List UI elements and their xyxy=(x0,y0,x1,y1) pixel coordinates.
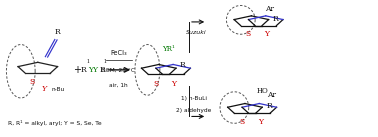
Text: YY: YY xyxy=(88,66,98,74)
Text: HO: HO xyxy=(257,87,269,95)
Text: 1) n-BuLi: 1) n-BuLi xyxy=(181,96,206,101)
Text: Y: Y xyxy=(42,85,47,93)
Text: S: S xyxy=(29,78,35,86)
Text: 2) aldehyde: 2) aldehyde xyxy=(176,109,211,113)
Text: Ar: Ar xyxy=(265,5,274,13)
Text: Y: Y xyxy=(258,118,263,126)
Text: R: R xyxy=(99,66,105,74)
Text: YR¹: YR¹ xyxy=(163,45,175,53)
Text: +: + xyxy=(73,65,82,75)
Text: S: S xyxy=(153,80,159,88)
Text: R: R xyxy=(54,28,60,35)
Text: 1: 1 xyxy=(87,59,90,64)
Text: air, 1h: air, 1h xyxy=(109,83,128,88)
Text: Y: Y xyxy=(170,80,176,88)
Text: FeCl₃: FeCl₃ xyxy=(110,50,127,56)
Text: n-Bu: n-Bu xyxy=(51,87,64,92)
Text: R, R¹ = alkyl, aryl; Y = S, Se, Te: R, R¹ = alkyl, aryl; Y = S, Se, Te xyxy=(8,120,102,126)
Text: Suzuki: Suzuki xyxy=(186,30,206,35)
Text: Y: Y xyxy=(264,30,270,38)
Text: R: R xyxy=(267,102,273,110)
Text: R: R xyxy=(81,66,86,74)
Text: 1: 1 xyxy=(104,59,107,64)
Text: Ar: Ar xyxy=(267,91,276,99)
Text: R: R xyxy=(179,61,185,69)
Text: S: S xyxy=(239,118,245,126)
Text: DCM, 25 °C: DCM, 25 °C xyxy=(101,67,135,72)
Text: S: S xyxy=(246,30,251,38)
Text: R: R xyxy=(273,15,279,23)
